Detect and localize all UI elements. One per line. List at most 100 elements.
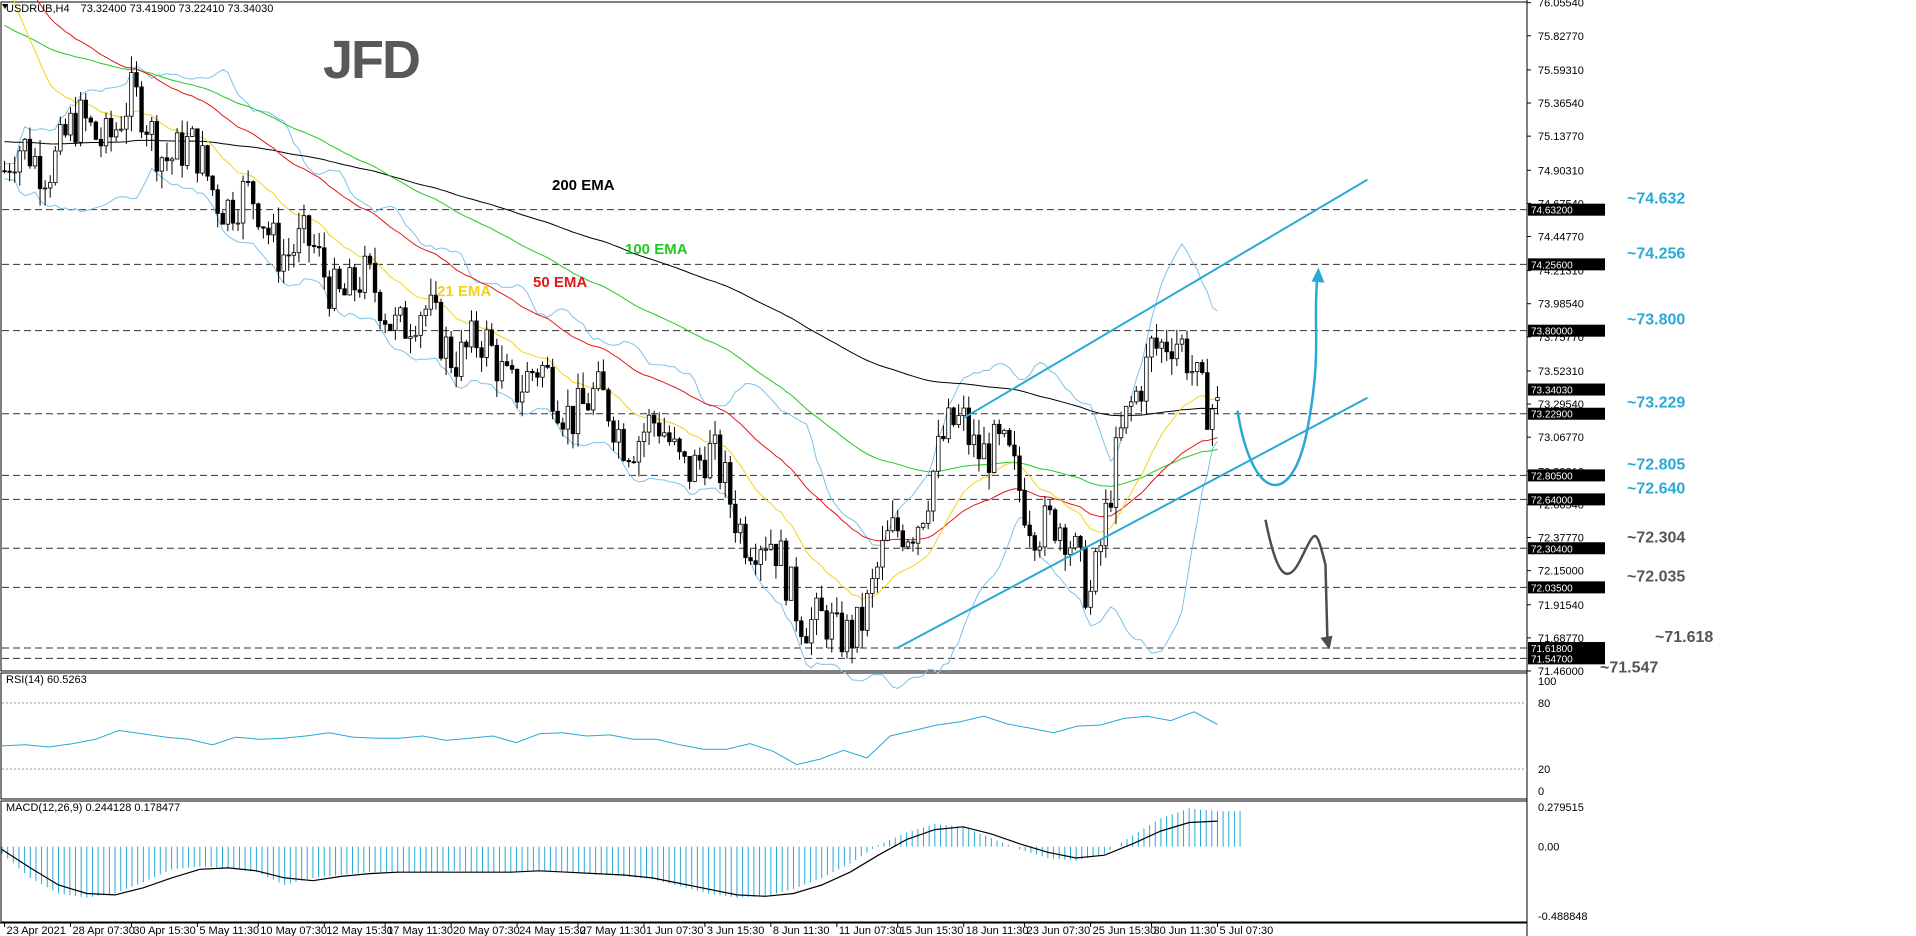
candle [712,421,718,460]
level-price-box: 72.64000 [1528,493,1605,506]
price-tick-label: 76.05540 [1538,0,1584,10]
time-tick-label: 27 May 11:30 [580,925,646,936]
candle-body [997,423,1002,435]
candle [459,329,464,382]
candle-body [68,112,73,136]
candle [48,175,53,198]
candle-body [768,543,774,550]
price-tick-label: 71.46000 [1538,666,1584,678]
candle-body [606,389,611,422]
candle-body [839,612,845,653]
candle [1169,338,1174,375]
header-symbol: USDRUB,H4 [6,3,70,15]
candle [596,361,601,392]
candle [1103,489,1108,558]
candle-body [591,388,596,411]
candle [210,175,215,196]
candle [626,457,631,468]
candle [748,548,753,565]
candle [814,592,819,636]
candle-body [114,129,119,138]
candle [190,125,195,138]
candle-body [215,189,220,214]
time-tick-label: 5 Jul 07:30 [1219,925,1273,936]
candle [951,406,956,427]
candle-body [190,128,195,137]
candle-body [951,407,956,426]
candle-body [12,171,17,174]
candle [520,374,525,417]
time-tick-label: 5 May 11:30 [199,925,259,936]
candle [479,340,484,372]
candle [636,436,642,477]
candle [570,405,576,449]
candle-body [159,157,165,172]
candle-body [585,403,591,411]
candle-body [870,578,875,594]
rsi-pane-frame [0,672,1528,800]
candle-body [829,612,834,640]
candle-body [1052,509,1058,541]
candle [1027,510,1032,548]
macd-tick-label: -0.488848 [1538,911,1588,923]
candle [682,450,687,464]
candle [1174,329,1180,367]
candle [322,232,327,290]
arrow-head-icon [1320,635,1333,650]
candle [271,213,276,243]
time-tick-label: 15 Jun 15:30 [900,925,964,936]
candle [443,326,449,376]
candle-body [865,593,870,631]
candle-body [119,128,124,131]
candle [88,115,93,126]
candle [1179,334,1185,352]
candle [890,500,895,533]
candle [707,430,713,480]
candle [621,423,626,462]
candle-body [103,118,109,147]
candle-body [1139,390,1144,402]
candle [164,142,170,172]
level-price-box: 72.80500 [1528,469,1605,482]
candle [27,127,33,169]
candle [98,127,104,158]
candle-body [1007,429,1012,446]
candle-body [271,222,276,236]
candle [966,396,971,455]
candle [1118,411,1124,441]
candle [1113,426,1119,525]
candle [1108,490,1114,513]
candle-body [413,334,418,338]
candle [372,247,378,303]
candle [484,320,489,367]
candle-body [1057,527,1063,541]
price-tick-label: 71.91540 [1538,600,1584,612]
candle-body [738,523,743,534]
ema21-label: 21 EMA [437,283,491,300]
candle-body [849,619,855,648]
candle-body [311,245,317,247]
candle-body [428,294,434,310]
bearish-scenario-arrow [1264,519,1329,642]
candle [849,614,855,664]
dropdown-arrow-icon[interactable] [2,4,8,9]
level-label: ~72.304 [1627,529,1685,546]
candle-body [1042,505,1048,548]
candle-body [1118,427,1124,439]
candle-body [372,262,378,293]
candle [1129,395,1134,422]
candle-body [169,158,175,162]
candle-body [357,289,362,293]
candle-body [1174,343,1180,360]
candle-body [53,150,58,183]
candle-body [1073,536,1078,549]
candle [926,500,931,530]
candle-body [702,459,708,479]
candle [1002,428,1007,438]
candle [1012,430,1017,470]
candle [875,561,880,593]
candle [895,510,900,538]
macd-title: MACD(12,26,9) 0.244128 0.178477 [6,802,180,814]
candle [154,115,159,182]
level-box-text: 72.64000 [1531,495,1573,506]
